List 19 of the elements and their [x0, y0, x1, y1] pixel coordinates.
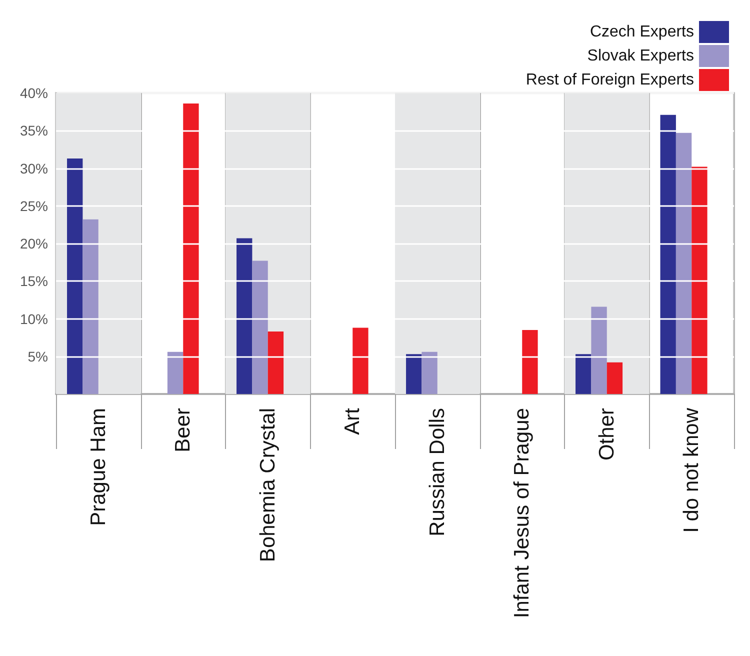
legend-label: Czech Experts	[590, 24, 694, 40]
y-tick-label: 15%	[20, 273, 48, 290]
x-tick-label: Bohemia Crystal	[256, 408, 280, 562]
y-tick-label: 20%	[20, 236, 48, 252]
legend-label: Rest of Foreign Experts	[526, 72, 694, 88]
y-tick-label: 35%	[20, 122, 48, 139]
y-tick-label: 40%	[20, 85, 48, 101]
x-tick-label: Art	[341, 408, 364, 435]
y-tick-label: 25%	[20, 198, 48, 214]
x-tick-label: Other	[595, 408, 618, 461]
x-tick-label: Prague Ham	[86, 408, 110, 526]
x-tick-label: Russian Dolls	[426, 408, 449, 536]
y-tick-label: 5%	[28, 348, 48, 364]
y-tick-label: 30%	[20, 160, 48, 176]
legend-label: Slovak Experts	[587, 48, 694, 64]
y-tick-label: 10%	[20, 310, 48, 327]
x-tick-label: Infant Jesus of Prague	[510, 408, 534, 618]
x-tick-label: I do not know	[680, 407, 704, 533]
x-tick-label: Beer	[172, 408, 195, 452]
